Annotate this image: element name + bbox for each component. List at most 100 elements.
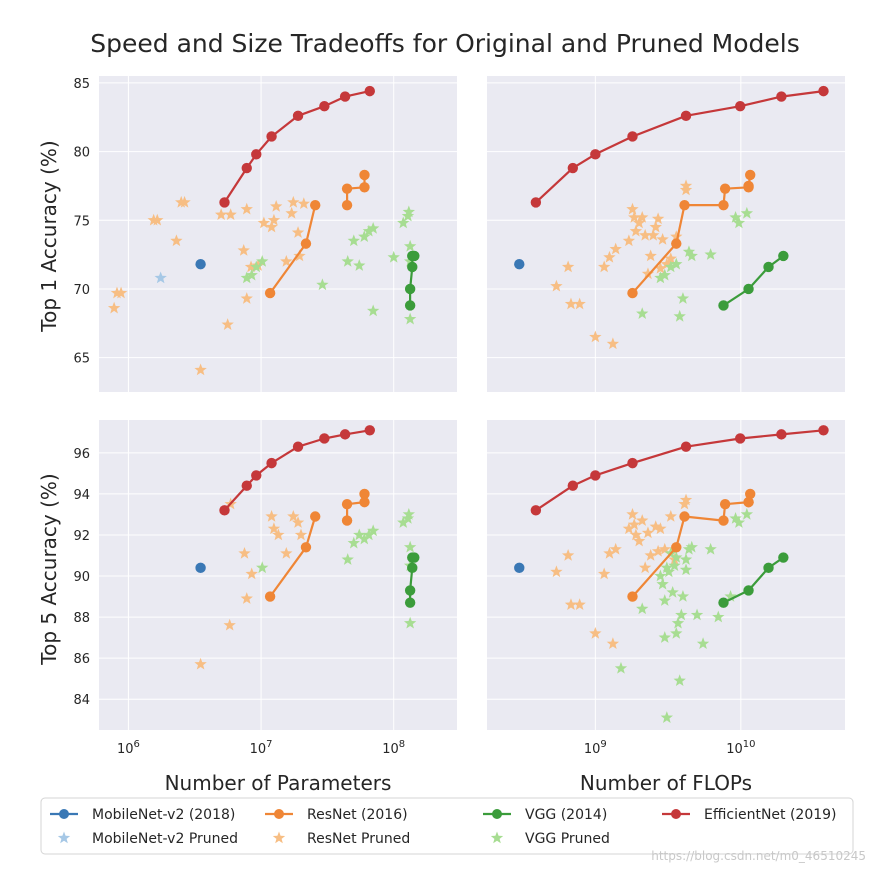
x-axis-label-params: Number of Parameters	[165, 771, 392, 795]
resnet-pruned-star-point	[658, 542, 671, 555]
vgg-pruned-star-point	[682, 542, 696, 555]
vgg-pruned-star-point	[676, 590, 690, 602]
resnet-pruned-star-point	[636, 211, 649, 223]
legend-marker-swatch	[274, 809, 284, 819]
resnet-pruned-star-point	[656, 233, 669, 245]
efficientnet-2019-point	[680, 110, 692, 122]
legend-marker-swatch	[671, 809, 681, 819]
efficientnet-2019-point	[567, 162, 579, 174]
vgg-pruned-star-point	[712, 610, 725, 623]
efficientnet-2019-point	[241, 480, 252, 491]
vgg-2014-point	[407, 261, 418, 273]
resnet-pruned-star-point	[638, 561, 652, 574]
vgg-pruned-star-point	[729, 512, 742, 524]
resnet-2016-point	[264, 591, 276, 602]
vgg-pruned-star-point	[250, 260, 263, 273]
vgg-2014-point	[778, 552, 789, 563]
legend-entry-resnet-2016: ResNet (2016)	[265, 807, 408, 823]
vgg-pruned-star-point	[673, 674, 686, 686]
vgg-pruned-star-point	[671, 616, 685, 629]
mobilenet-v2-2018-point	[195, 259, 206, 270]
resnet-pruned-star-point	[632, 534, 646, 547]
resnet-pruned-star-point	[598, 567, 611, 580]
resnet-pruned-star-point	[660, 257, 674, 270]
vgg-2014-point	[409, 552, 420, 563]
resnet-2016-point	[743, 180, 754, 192]
legend-entry-vgg-2014: VGG (2014)	[483, 807, 607, 823]
resnet-pruned-star-point	[265, 509, 278, 522]
panel-background	[99, 420, 457, 730]
resnet-pruned-star-point	[151, 213, 164, 226]
vgg-pruned-star-point	[366, 524, 380, 537]
resnet-2016-point	[341, 498, 353, 510]
legend-marker-swatch	[492, 809, 502, 819]
panel-background	[487, 76, 845, 392]
resnet-pruned-star-point	[603, 250, 616, 263]
vgg-2014-point	[743, 585, 754, 596]
resnet-pruned-star-point	[609, 242, 622, 255]
efficientnet-2019-point	[364, 425, 375, 436]
resnet-pruned-star-point	[654, 261, 667, 274]
plot-area	[194, 425, 420, 670]
resnet-pruned-star-point	[291, 226, 305, 238]
vgg-pruned-star-point	[682, 245, 696, 258]
resnet-pruned-star-point	[267, 213, 281, 226]
legend-entry-vgg-pruned: VGG Pruned	[490, 831, 610, 847]
vgg-pruned-star-point	[673, 309, 686, 322]
panel-flops-top1	[487, 76, 845, 392]
plot-area	[107, 85, 420, 376]
vgg-pruned-star-point	[341, 254, 354, 267]
vgg-pruned-star-point	[729, 211, 742, 223]
efficientnet-2019-point	[567, 480, 579, 491]
vgg-pruned-star-point	[362, 528, 376, 541]
vgg-pruned-star-point	[245, 268, 258, 281]
resnet-pruned-star-point	[561, 260, 575, 273]
vgg-pruned-star-point	[740, 206, 754, 219]
vgg-pruned-star-point	[358, 230, 371, 243]
mobilenet-v2-2018-point	[195, 562, 206, 574]
vgg-pruned-star-point	[403, 254, 417, 267]
y-tick-label: 96	[73, 447, 90, 462]
resnet-pruned-star-point	[598, 260, 611, 273]
vgg-pruned-star-point	[670, 257, 683, 270]
plot-area	[514, 85, 829, 350]
resnet-pruned-star-point	[664, 509, 677, 522]
resnet-pruned-star-point	[550, 279, 563, 292]
resnet-pruned-star-point	[654, 522, 667, 535]
legend-entry-mobilenet-v2-2018: MobileNet-v2 (2018)	[50, 807, 235, 823]
resnet-pruned-star-point	[297, 197, 310, 210]
resnet-pruned-star-point	[589, 627, 602, 639]
resnet-pruned-star-point	[257, 216, 271, 229]
vgg-pruned-star-point	[656, 577, 669, 590]
vgg-pruned-star-point	[387, 250, 400, 263]
efficientnet-2019-point	[266, 131, 277, 142]
vgg-pruned-star-point	[397, 516, 410, 528]
resnet-2016-point	[718, 515, 729, 526]
y-tick-label: 75	[73, 214, 90, 229]
resnet-pruned-star-point	[238, 546, 251, 559]
vgg-pruned-star-point	[256, 561, 269, 574]
vgg-pruned-star-point	[732, 216, 746, 229]
efficientnet-2019-point	[734, 101, 746, 112]
resnet-pruned-star-point	[223, 618, 236, 631]
efficientnet-2019-point	[319, 433, 330, 444]
resnet-2016-point	[359, 169, 370, 181]
resnet-2016-point	[341, 199, 353, 211]
vgg-pruned-star-point	[402, 205, 416, 218]
vgg-2014-point	[404, 585, 416, 596]
vgg-pruned-star-point	[658, 631, 671, 643]
resnet-2016-point	[359, 488, 370, 500]
resnet-pruned-star-point	[244, 260, 258, 273]
x-axis-label-flops: Number of FLOPs	[580, 771, 752, 795]
panel-params-top5: 84 86 88 90 92 94 96 106 107 108	[73, 420, 457, 757]
efficientnet-2019-point	[219, 505, 230, 516]
vgg-pruned-star-point	[636, 307, 649, 319]
resnet-pruned-star-point	[237, 243, 250, 256]
resnet-2016-point	[310, 199, 321, 211]
vgg-pruned-star-point	[403, 616, 417, 629]
efficientnet-2019-point	[818, 85, 829, 97]
efficientnet-2019-point	[627, 131, 638, 142]
resnet-pruned-star-point	[644, 549, 657, 561]
resnet-pruned-star-point	[291, 516, 305, 528]
